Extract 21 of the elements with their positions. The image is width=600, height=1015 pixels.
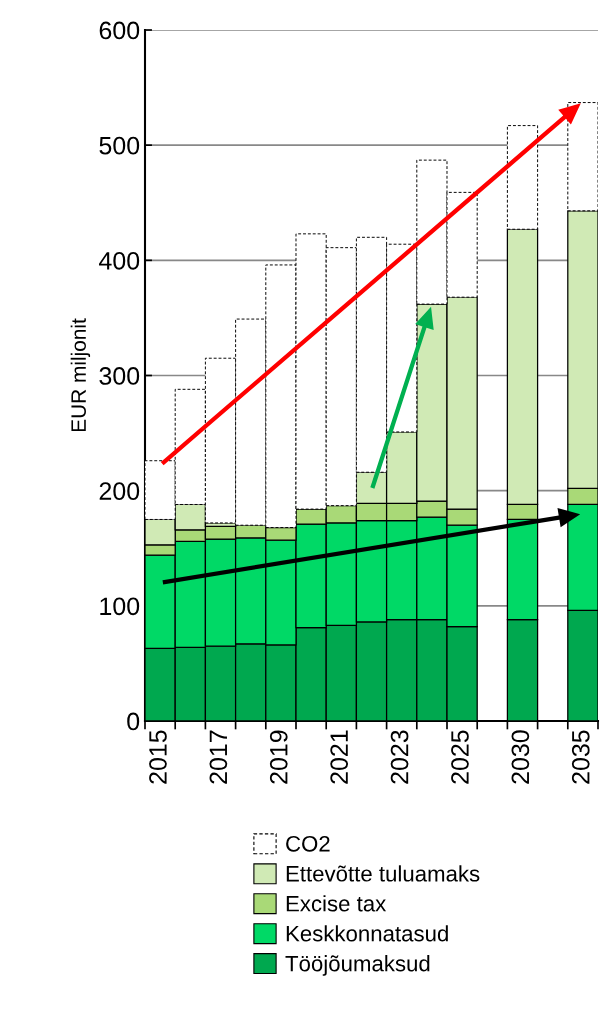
x-tick-label: 2021 [330,730,349,784]
legend-label: Tööjõumaksud [285,955,430,976]
legend-label: Excise tax [286,895,387,912]
x-tick-label: 2025 [451,730,469,784]
x-tick-label: 2015 [149,730,167,784]
x-tick-label: 2035 [571,730,590,784]
x-tick-label: 2030 [511,730,530,784]
y-tick-label: 0 [127,712,140,731]
legend-label: Ettevõtte tuluamaks [286,865,480,882]
y-tick-label: 100 [100,597,140,616]
x-tick-label: 2023 [390,730,409,784]
y-tick-label: 200 [99,482,140,500]
y-tick-label: 600 [99,21,140,40]
y-tick-label: 300 [99,367,140,385]
x-tick-label: 2019 [269,730,288,784]
legend-label: Keskkonnatasud [286,925,448,942]
x-tick-label: 2017 [209,730,228,784]
y-axis-title: EUR miljonit [70,318,91,432]
y-tick-label: 500 [99,136,140,155]
y-tick-label: 400 [99,251,140,270]
legend-label: CO2 [286,835,330,852]
